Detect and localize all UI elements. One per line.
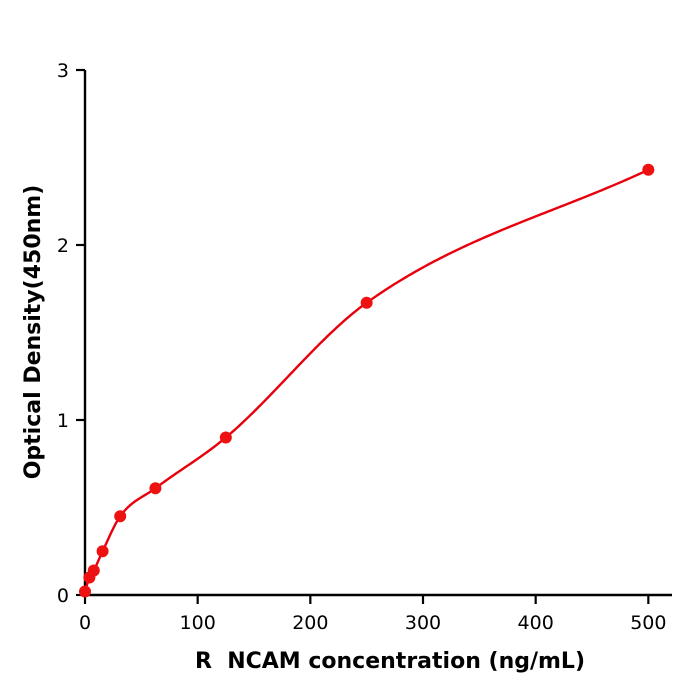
x-tick-label: 100 [180,612,216,634]
axes-spines [83,70,672,597]
data-point [219,431,232,444]
data-point [87,564,100,577]
fit-curve [83,168,650,593]
x-tick-label: 200 [292,612,328,634]
data-point [96,545,109,558]
y-tick-label: 3 [57,60,69,82]
y-tick-label: 2 [57,235,69,257]
x-tick-label: 0 [79,612,91,634]
chart-plot-area: 0 100 200 300 400 500 0 1 2 3 [57,60,672,634]
x-tick-label: 400 [518,612,554,634]
data-point [149,482,162,495]
data-point [79,585,91,598]
data-point [642,163,655,176]
y-axis-label: Optical Density(450nm) [21,185,46,480]
y-tick-label: 0 [57,585,69,607]
data-point [360,296,373,309]
x-tick-label: 300 [405,612,441,634]
x-tick-label: 500 [630,612,666,634]
data-point [114,510,127,523]
y-tick-label: 1 [57,410,69,432]
x-axis-label: R NCAM concentration (ng/mL) [195,649,585,674]
